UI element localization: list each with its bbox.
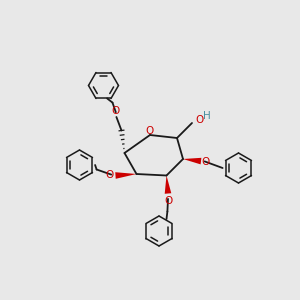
Polygon shape <box>165 176 171 194</box>
Text: O: O <box>106 170 114 180</box>
Polygon shape <box>183 158 201 164</box>
Text: H: H <box>203 111 211 122</box>
Text: O: O <box>164 196 173 206</box>
Text: O: O <box>111 106 119 116</box>
Text: O: O <box>145 126 153 136</box>
Text: O: O <box>202 157 210 167</box>
Polygon shape <box>115 172 136 179</box>
Text: O: O <box>196 115 204 125</box>
